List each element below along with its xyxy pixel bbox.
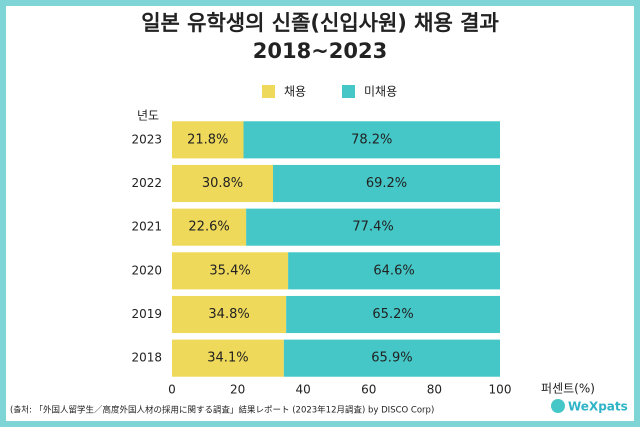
value-label: 22.6% bbox=[188, 220, 229, 235]
y-tick-label: 2021 bbox=[131, 220, 162, 234]
x-tick-label: 100 bbox=[489, 383, 512, 397]
bar-segment bbox=[246, 208, 500, 246]
bar-segment bbox=[172, 339, 284, 377]
source-note: (출처: 「外国人留学生／高度外国人材の採用に関する調査」結果レポート (202… bbox=[10, 405, 434, 416]
value-label: 65.9% bbox=[371, 351, 412, 366]
x-tick-label: 60 bbox=[361, 383, 376, 397]
y-tick-label: 2020 bbox=[131, 263, 162, 277]
bar-segment bbox=[273, 164, 500, 203]
bar-segment bbox=[172, 164, 274, 203]
value-label: 65.2% bbox=[372, 307, 413, 322]
legend-swatch bbox=[262, 85, 275, 98]
bar-segment bbox=[172, 295, 287, 334]
y-tick-label: 2023 bbox=[131, 132, 162, 146]
legend-label: 채용 bbox=[284, 85, 306, 99]
value-label: 21.8% bbox=[187, 132, 228, 147]
value-label: 77.4% bbox=[352, 220, 393, 235]
bar-segment bbox=[288, 252, 500, 290]
value-label: 34.1% bbox=[207, 351, 248, 366]
value-label: 30.8% bbox=[202, 176, 243, 191]
bar-segment bbox=[243, 121, 500, 159]
legend-label: 미채용 bbox=[364, 85, 397, 99]
legend-swatch bbox=[342, 85, 355, 98]
y-tick-label: 2019 bbox=[131, 307, 162, 321]
x-tick-label: 0 bbox=[168, 383, 176, 397]
value-label: 78.2% bbox=[351, 132, 392, 147]
bar-segment bbox=[283, 339, 500, 377]
y-tick-label: 2018 bbox=[131, 351, 162, 365]
x-tick-label: 80 bbox=[427, 383, 442, 397]
chart-subtitle: 2018~2023 bbox=[253, 39, 388, 63]
x-tick-label: 40 bbox=[296, 383, 311, 397]
x-axis-label: 퍼센트(%) bbox=[541, 382, 595, 396]
y-tick-label: 2022 bbox=[131, 176, 162, 190]
bar-segment bbox=[172, 252, 289, 290]
chart-title: 일본 유학생의 신졸(신입사원) 채용 결과 bbox=[141, 11, 499, 35]
value-label: 34.8% bbox=[208, 307, 249, 322]
value-label: 35.4% bbox=[209, 263, 250, 278]
value-label: 64.6% bbox=[373, 263, 414, 278]
bar-segment bbox=[172, 208, 247, 246]
logo: WeXpats bbox=[568, 400, 628, 414]
logo-icon bbox=[551, 399, 565, 413]
bar-segment bbox=[286, 295, 500, 334]
bar-segment bbox=[172, 121, 244, 159]
x-tick-label: 20 bbox=[230, 383, 245, 397]
value-label: 69.2% bbox=[366, 176, 407, 191]
y-axis-label: 년도 bbox=[137, 109, 159, 123]
